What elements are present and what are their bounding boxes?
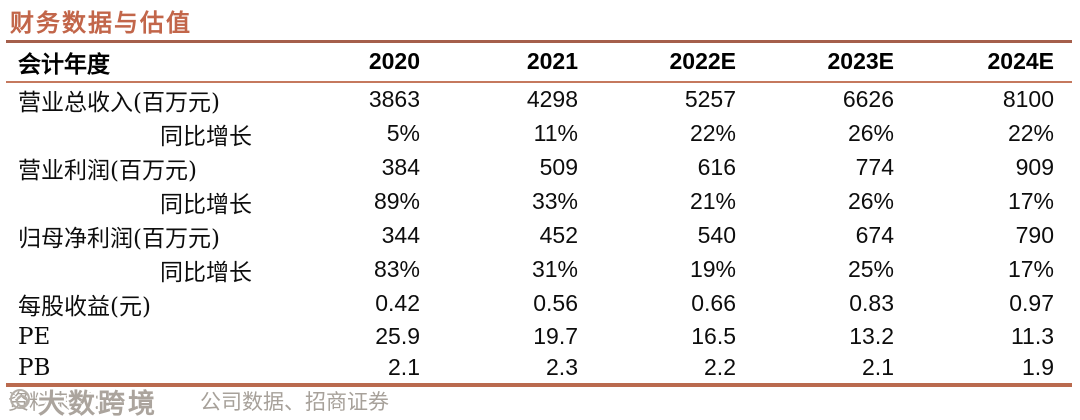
cell-value: 790 [1015,222,1054,248]
cell-value: 19.7 [533,323,578,349]
cell-value: 540 [697,222,736,248]
row-label: PE [18,323,51,350]
cell-value: 0.56 [533,290,578,316]
cell-value: 4298 [526,86,578,112]
cell-value: 5257 [684,86,736,112]
cell-value: 19% [689,256,736,282]
cell-value: 17% [1007,188,1054,214]
cell-value: 26% [847,120,894,146]
cell-value: 909 [1015,154,1054,180]
cell-value: 774 [855,154,894,180]
table-row: 归母净利润(百万元) 344 452 540 674 790 [6,219,1072,253]
header-2020: 2020 [262,40,420,83]
cell-value: 0.42 [375,290,420,316]
row-label: PB [6,352,262,387]
table-row: 营业总收入(百万元) 3863 4298 5257 6626 8100 [6,82,1072,117]
table-row: 每股收益(元) 0.42 0.56 0.66 0.83 0.97 [6,287,1072,321]
row-label: 营业总收入(百万元) [18,89,220,116]
cell-value: 384 [381,154,420,180]
row-label: 同比增长 [160,259,252,286]
cell-value: 0.66 [691,290,736,316]
cell-value: 21% [689,188,736,214]
header-2022e: 2022E [578,40,736,83]
cell-value: 0.83 [849,290,894,316]
cell-value: 0.97 [1009,290,1054,316]
cell-value: 89% [373,188,420,214]
section-title: 财务数据与估值 [10,8,192,37]
cell-value: 22% [689,120,736,146]
cell-value: 509 [539,154,578,180]
financial-table: 会计年度 2020 2021 2022E 2023E 2024E 营业总收入(百… [6,40,1072,387]
table-row: 同比增长 5% 11% 22% 26% 22% [6,117,1072,151]
header-2024e: 2024E [894,40,1072,83]
cell-value: 452 [539,222,578,248]
cell-value: 11% [533,120,578,146]
table-header: 会计年度 2020 2021 2022E 2023E 2024E [6,40,1072,83]
cell-value: 344 [381,222,420,248]
cell-value: 616 [697,154,736,180]
cell-value: 13.2 [849,323,894,349]
cell-value: 5% [386,120,420,146]
cell-value: 25.9 [375,323,420,349]
table-row: PB 2.1 2.3 2.2 2.1 1.9 [6,352,1072,387]
cell-value: 25% [847,256,894,282]
source-line: 资料来源： 公司数据、招商证券 大数跨境 [8,386,608,420]
cell-value: 31% [531,256,578,282]
watermark: 大数跨境 [8,382,208,420]
watermark-logo-icon [10,389,30,409]
cell-value: 26% [847,188,894,214]
cell-value: 11.3 [1010,323,1054,349]
header-fiscal-year: 会计年度 [6,40,262,83]
header-2021: 2021 [420,40,578,83]
cell-value: 17% [1007,256,1054,282]
table-row: PE 25.9 19.7 16.5 13.2 11.3 [6,321,1072,353]
table-body: 营业总收入(百万元) 3863 4298 5257 6626 8100 同比增长 5% 11% 2… [6,82,1072,387]
row-label: 归母净利润(百万元) [18,225,220,252]
table-row: 同比增长 83% 31% 19% 25% 17% [6,253,1072,287]
cell-value: 2.1 [736,352,894,387]
cell-value: 3863 [368,86,420,112]
row-label: 营业利润(百万元) [18,157,197,184]
row-label: 同比增长 [160,123,252,150]
header-row: 会计年度 2020 2021 2022E 2023E 2024E [6,40,1072,83]
cell-value: 2.1 [262,352,420,387]
cell-value: 6626 [842,86,894,112]
source-text: 公司数据、招商证券 [200,390,389,414]
table-row: 同比增长 89% 33% 21% 26% 17% [6,185,1072,219]
cell-value: 83% [373,256,420,282]
cell-value: 8100 [1002,86,1054,112]
cell-value: 2.3 [420,352,578,387]
cell-value: 2.2 [578,352,736,387]
cell-value: 1.9 [894,352,1072,387]
watermark-text: 大数跨境 [38,389,158,420]
cell-value: 22% [1007,120,1054,146]
table-row: 营业利润(百万元) 384 509 616 774 909 [6,151,1072,185]
row-label: 每股收益(元) [18,293,151,320]
row-label: 同比增长 [160,191,252,218]
cell-value: 16.5 [691,323,736,349]
cell-value: 674 [855,222,894,248]
header-2023e: 2023E [736,40,894,83]
cell-value: 33% [531,188,578,214]
